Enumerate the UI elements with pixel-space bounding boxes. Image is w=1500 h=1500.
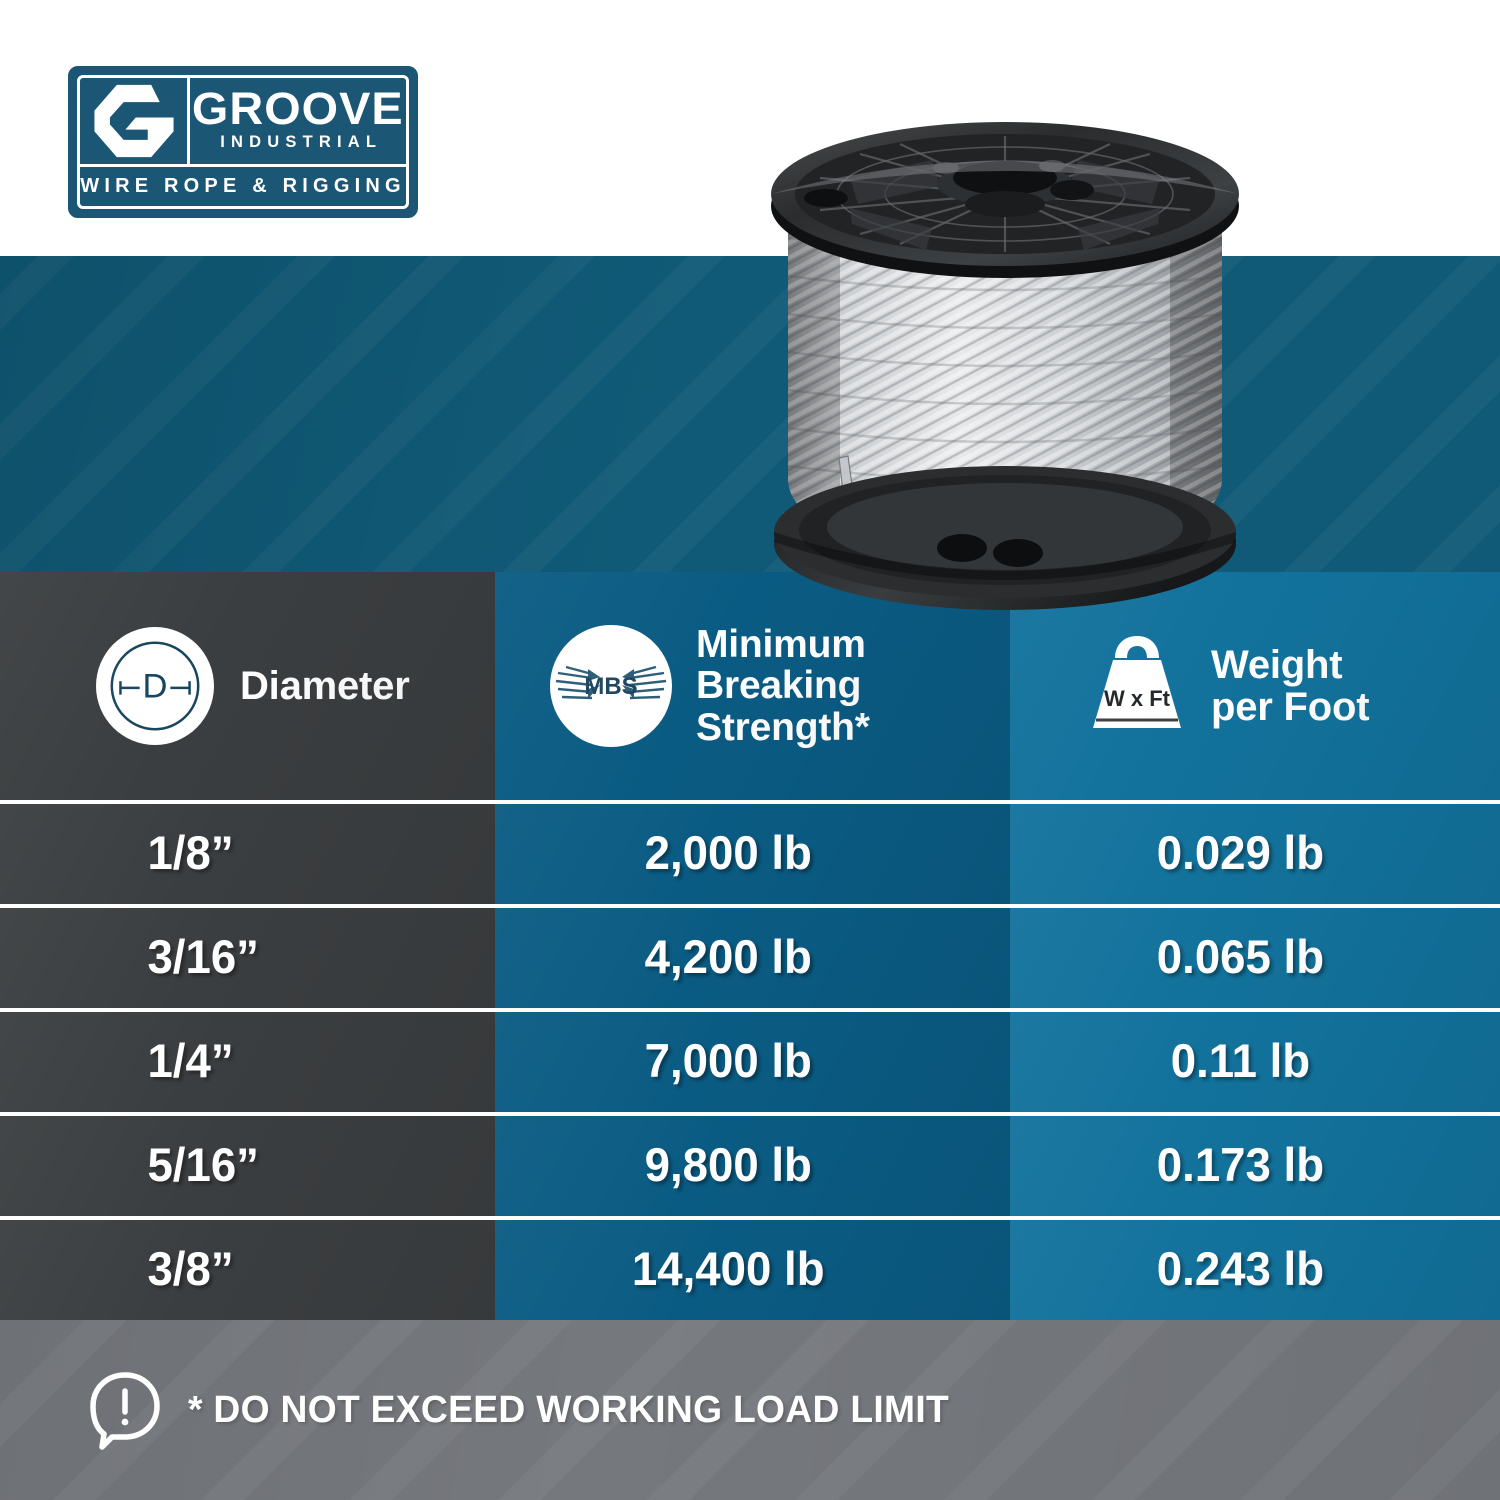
footer-diagonal-stripes [0,1320,1500,1500]
value-weight: 0.065 lb [1156,929,1325,983]
cell-diameter: 3/16” [0,904,495,1008]
footer-shading [0,1320,1500,1500]
table-row: 3/16” 4,200 lb 0.065 lb [0,904,1500,1008]
cell-weight: 0.029 lb [1010,800,1500,904]
cell-weight: 0.065 lb [1010,904,1500,1008]
footer-content: * DO NOT EXCEED WORKING LOAD LIMIT [88,1370,965,1450]
diameter-icon-glyph: D [110,641,200,731]
cell-mbs: 14,400 lb [495,1216,1010,1320]
svg-text:MBS: MBS [584,673,637,700]
cell-weight: 0.243 lb [1010,1216,1500,1320]
cell-diameter: 1/4” [0,1008,495,1112]
value-weight: 0.11 lb [1170,1033,1311,1087]
logo-wordmark: GROOVE [192,82,405,134]
logo-frame: GROOVE INDUSTRIAL WIRE ROPE & RIGGING [77,75,409,209]
table-row: 1/4” 7,000 lb 0.11 lb [0,1008,1500,1112]
cell-mbs: 2,000 lb [495,800,1010,904]
row-divider [0,1112,1500,1116]
value-mbs: 4,200 lb [644,929,812,983]
value-diameter: 5/16” [147,1137,259,1191]
cell-mbs: 4,200 lb [495,904,1010,1008]
hero-shading [0,256,1500,572]
logo-lower-row: WIRE ROPE & RIGGING [80,167,406,206]
footer-warning-text: * DO NOT EXCEED WORKING LOAD LIMIT [188,1388,950,1431]
table-header-label-weight: Weight per Foot [1211,642,1370,729]
cell-weight: 0.173 lb [1010,1112,1500,1216]
row-divider [0,1008,1500,1012]
exclamation-speech-bubble-icon [90,1372,160,1450]
weight-icon: W x Ft [1093,636,1181,728]
value-mbs: 14,400 lb [631,1241,825,1295]
table-header-weight: W x Ft Weight per Foot [1010,572,1500,800]
value-mbs: 9,800 lb [644,1137,812,1191]
value-weight: 0.173 lb [1156,1137,1325,1191]
svg-text:D: D [143,668,168,706]
cell-diameter: 1/8” [0,800,495,904]
diameter-icon: D [96,627,214,745]
groove-g-mark-icon [94,84,174,158]
table-header-label-diameter: Diameter [240,663,410,708]
logo-mark-box [80,78,191,164]
hero-diagonal-stripes [0,256,1500,572]
mbs-icon: MBS [550,624,672,747]
value-diameter: 3/8” [147,1241,234,1295]
cell-mbs: 9,800 lb [495,1112,1010,1216]
logo-wordmark-box: GROOVE INDUSTRIAL [190,78,406,164]
cell-mbs: 7,000 lb [495,1008,1010,1112]
value-diameter: 1/4” [147,1033,234,1087]
row-divider [0,800,1500,804]
table-header-mbs: MBS Minimum Breaking Strength* [495,572,1010,800]
row-divider [0,1216,1500,1220]
value-weight: 0.029 lb [1156,825,1325,879]
table-header-row: D Diameter [0,572,1500,800]
logo-upper-row: GROOVE INDUSTRIAL [80,78,406,167]
hero-section [0,256,1500,572]
cell-diameter: 5/16” [0,1112,495,1216]
mbs-icon-glyph: MBS [555,665,667,700]
row-divider [0,904,1500,908]
svg-text:W x Ft: W x Ft [1104,686,1171,711]
table-row: 1/8” 2,000 lb 0.029 lb [0,800,1500,904]
brand-logo: GROOVE INDUSTRIAL WIRE ROPE & RIGGING [68,66,418,218]
table-row: 5/16” 9,800 lb 0.173 lb [0,1112,1500,1216]
spec-table: D Diameter [0,572,1500,1320]
cell-weight: 0.11 lb [1010,1008,1500,1112]
logo-subword: INDUSTRIAL [220,133,383,152]
value-weight: 0.243 lb [1156,1241,1325,1295]
logo-tagline: WIRE ROPE & RIGGING [80,175,406,197]
value-mbs: 2,000 lb [644,825,812,879]
table-header-diameter: D Diameter [0,572,495,800]
value-mbs: 7,000 lb [644,1033,812,1087]
cell-diameter: 3/8” [0,1216,495,1320]
table-row: 3/8” 14,400 lb 0.243 lb [0,1216,1500,1320]
footer-warning-bar: * DO NOT EXCEED WORKING LOAD LIMIT [0,1320,1500,1500]
value-diameter: 1/8” [147,825,234,879]
value-diameter: 3/16” [147,929,259,983]
table-header-label-mbs: Minimum Breaking Strength* [696,623,870,749]
